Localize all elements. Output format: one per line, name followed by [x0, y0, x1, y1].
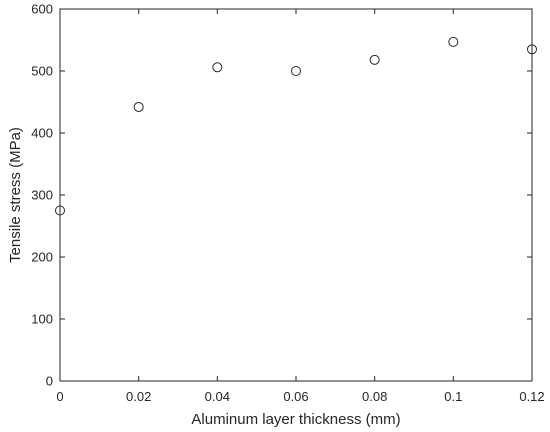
y-tick-label: 300	[31, 188, 53, 203]
data-point	[133, 101, 144, 112]
y-tick-label: 100	[31, 312, 53, 327]
x-axis-label: Aluminum layer thickness (mm)	[191, 411, 400, 428]
x-tick-label: 0.1	[444, 389, 462, 404]
y-tick-label: 500	[31, 64, 53, 79]
x-tick-label: 0.12	[519, 389, 544, 404]
x-tick-label: 0.02	[126, 389, 151, 404]
x-tick-label: 0.04	[205, 389, 230, 404]
y-tick-label: 600	[31, 2, 53, 17]
y-tick-label: 0	[46, 374, 53, 389]
x-tick-label: 0	[56, 389, 63, 404]
data-point	[212, 62, 223, 73]
data-point	[448, 36, 459, 47]
data-point	[291, 66, 301, 76]
x-tick-label: 0.06	[283, 389, 308, 404]
plot-frame	[59, 8, 533, 382]
data-point	[369, 54, 380, 65]
y-tick-label: 200	[31, 250, 53, 265]
axis-tick-labels: 0 0.02 0.04 0.06 0.08 0.1 0.12 0 100 200 300 400 500…	[31, 2, 544, 405]
y-axis-label: Tensile stress (MPa)	[7, 127, 24, 263]
plot-area	[60, 9, 532, 381]
x-tick-label: 0.08	[362, 389, 387, 404]
y-tick-label: 400	[31, 126, 53, 141]
